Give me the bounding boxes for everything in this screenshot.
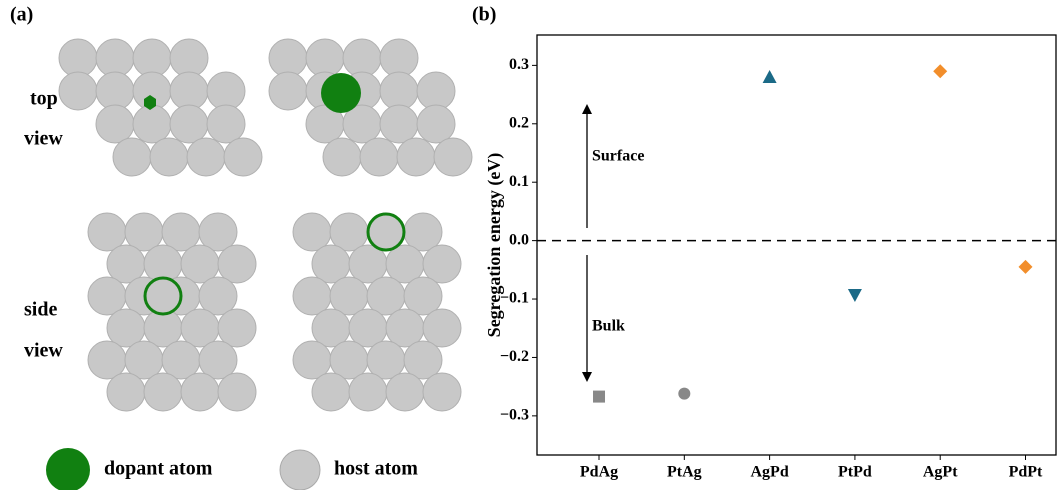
host-atom	[169, 71, 209, 111]
host-atom	[87, 276, 127, 316]
host-atom	[206, 104, 246, 144]
y-tick-label: −0.3	[500, 407, 529, 424]
host-atom	[292, 276, 332, 316]
host-atom	[169, 38, 209, 78]
y-tick-label: −0.2	[500, 348, 529, 365]
host-atom	[396, 137, 436, 177]
host-atom	[416, 104, 456, 144]
host-atom	[198, 276, 238, 316]
y-tick-label: 0.1	[509, 173, 529, 190]
view-label: view	[24, 340, 63, 362]
host-atom	[342, 38, 382, 78]
host-atom	[433, 137, 473, 177]
annotation: Surface	[592, 148, 644, 165]
host-atom	[112, 137, 152, 177]
view-label: view	[24, 128, 63, 150]
host-atom	[217, 244, 257, 284]
arrow-head	[582, 372, 592, 382]
host-atom	[292, 212, 332, 252]
atom-diagram	[58, 38, 473, 412]
host-atom	[95, 104, 135, 144]
x-tick-label: AgPt	[923, 464, 958, 481]
point	[1018, 259, 1033, 274]
plot-frame	[536, 34, 1057, 456]
host-atom	[311, 372, 351, 412]
annotation: Bulk	[592, 318, 625, 335]
legend-text: dopant atom	[104, 458, 213, 480]
x-tick-label: PdAg	[580, 464, 618, 481]
host-atom	[292, 340, 332, 380]
view-label: top	[30, 88, 58, 110]
view-label: side	[24, 299, 57, 321]
host-atom	[198, 340, 238, 380]
host-atom	[416, 71, 456, 111]
host-atom	[322, 137, 362, 177]
legend-host	[279, 449, 321, 490]
host-atom	[422, 244, 462, 284]
host-atom	[403, 340, 443, 380]
y-tick-label: −0.1	[500, 290, 529, 307]
point	[762, 70, 777, 84]
host-atom	[348, 372, 388, 412]
host-atom	[95, 71, 135, 111]
point	[847, 288, 862, 302]
host-atom	[87, 212, 127, 252]
host-atom	[169, 104, 209, 144]
point	[593, 390, 606, 403]
host-atom	[305, 38, 345, 78]
host-atom	[379, 38, 419, 78]
x-tick-label: PtAg	[667, 464, 702, 481]
host-atom	[143, 372, 183, 412]
legend-dopant	[46, 448, 90, 490]
host-atom	[180, 372, 220, 412]
host-atom	[268, 71, 308, 111]
dopant-atom	[144, 95, 156, 110]
host-atom	[132, 38, 172, 78]
y-axis-label: Segregation energy (eV)	[484, 153, 505, 338]
host-atom	[223, 137, 263, 177]
host-atom	[217, 308, 257, 348]
host-atom	[385, 372, 425, 412]
host-atom	[186, 137, 226, 177]
host-atom	[403, 276, 443, 316]
host-atom	[422, 372, 462, 412]
host-atom	[149, 137, 189, 177]
host-atom	[87, 340, 127, 380]
host-atom	[379, 104, 419, 144]
host-atom	[198, 212, 238, 252]
point	[678, 387, 691, 400]
host-atom	[268, 38, 308, 78]
host-atom	[58, 38, 98, 78]
dopant-atom	[143, 276, 183, 316]
host-atom	[379, 71, 419, 111]
host-atom	[58, 71, 98, 111]
host-atom	[106, 372, 146, 412]
host-atom	[217, 372, 257, 412]
host-atom	[422, 308, 462, 348]
x-tick-label: AgPd	[750, 464, 788, 481]
panel-label: (b)	[472, 4, 496, 26]
dopant-atom	[366, 212, 406, 252]
dopant-atom	[321, 73, 361, 113]
host-atom	[206, 71, 246, 111]
x-tick-label: PtPd	[838, 464, 872, 481]
host-atom	[359, 137, 399, 177]
y-tick-label: 0.2	[509, 114, 529, 131]
legend-text: host atom	[334, 458, 418, 480]
host-atom	[132, 104, 172, 144]
arrow-head	[582, 104, 592, 114]
x-tick-label: PdPt	[1009, 464, 1043, 481]
point	[933, 64, 948, 79]
panel-label: (a)	[10, 4, 33, 26]
host-atom	[95, 38, 135, 78]
y-tick-label: 0.3	[509, 56, 529, 73]
y-tick-label: 0.0	[509, 231, 529, 248]
